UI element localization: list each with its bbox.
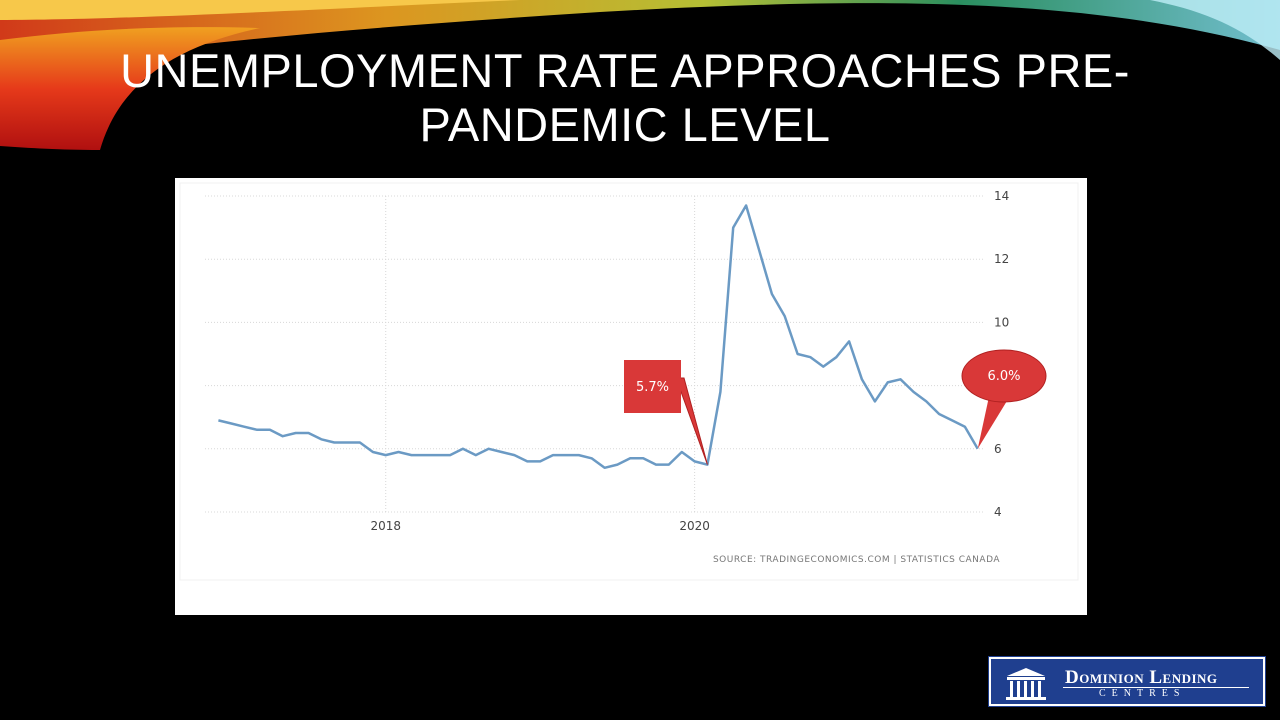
source-note: SOURCE: TRADINGECONOMICS.COM | STATISTIC… xyxy=(713,555,1000,565)
x-tick-label: 2020 xyxy=(679,519,710,533)
swirl xyxy=(1150,0,1280,60)
x-tick-label: 2018 xyxy=(370,519,401,533)
y-tick-label: 12 xyxy=(994,252,1009,266)
callout-box xyxy=(624,360,681,413)
swirl xyxy=(0,0,520,20)
logo-icon xyxy=(1006,668,1046,700)
logo: Dominion Lending CENTRES xyxy=(988,656,1266,707)
callout-bubble xyxy=(961,349,1047,403)
callout-label: 6.0% xyxy=(987,369,1020,384)
y-tick-label: 6 xyxy=(994,442,1002,456)
logo-name: Dominion Lending xyxy=(1065,667,1218,688)
data-line xyxy=(218,204,979,470)
swirl xyxy=(0,27,260,150)
y-tick-label: 10 xyxy=(994,315,1009,329)
slide-title: UNEMPLOYMENT RATE APPROACHES PRE-PANDEMI… xyxy=(120,44,1130,151)
swirl xyxy=(0,0,1280,70)
y-tick-label: 4 xyxy=(994,505,1002,519)
chart-frame xyxy=(179,182,1079,581)
callout-pointer xyxy=(977,392,1010,449)
callout-label: 5.7% xyxy=(636,380,669,395)
y-tick-label: 14 xyxy=(994,189,1009,203)
logo-sub: CENTRES xyxy=(1099,688,1186,699)
